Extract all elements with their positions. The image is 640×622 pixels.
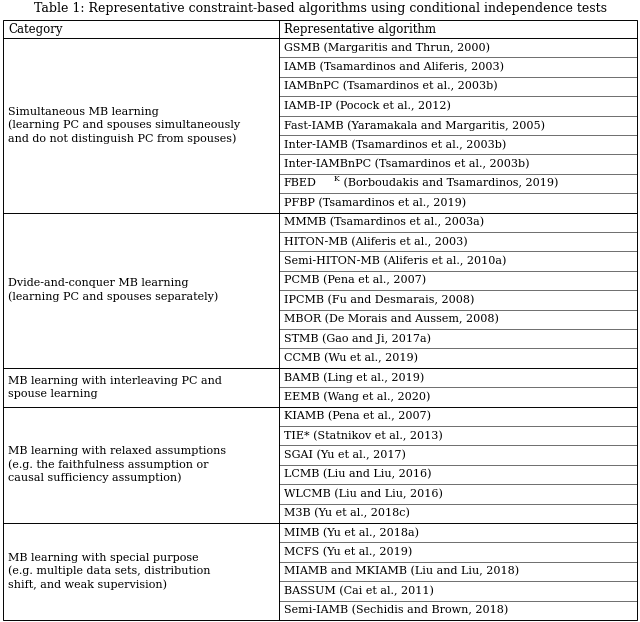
Text: TIE* (Statnikov et al., 2013): TIE* (Statnikov et al., 2013) — [284, 430, 443, 441]
Text: Semi-IAMB (Sechidis and Brown, 2018): Semi-IAMB (Sechidis and Brown, 2018) — [284, 605, 508, 616]
Text: IAMBnPC (Tsamardinos et al., 2003b): IAMBnPC (Tsamardinos et al., 2003b) — [284, 81, 497, 91]
Text: K: K — [334, 175, 340, 183]
Text: STMB (Gao and Ji, 2017a): STMB (Gao and Ji, 2017a) — [284, 333, 431, 344]
Text: IAMB-IP (Pocock et al., 2012): IAMB-IP (Pocock et al., 2012) — [284, 101, 451, 111]
Text: (Borboudakis and Tsamardinos, 2019): (Borboudakis and Tsamardinos, 2019) — [340, 179, 558, 188]
Text: KIAMB (Pena et al., 2007): KIAMB (Pena et al., 2007) — [284, 411, 431, 422]
Text: HITON-MB (Aliferis et al., 2003): HITON-MB (Aliferis et al., 2003) — [284, 236, 467, 247]
Text: Fast-IAMB (Yaramakala and Margaritis, 2005): Fast-IAMB (Yaramakala and Margaritis, 20… — [284, 120, 545, 131]
Text: MIAMB and MKIAMB (Liu and Liu, 2018): MIAMB and MKIAMB (Liu and Liu, 2018) — [284, 566, 519, 577]
Text: Semi-HITON-MB (Aliferis et al., 2010a): Semi-HITON-MB (Aliferis et al., 2010a) — [284, 256, 506, 266]
Text: MB learning with relaxed assumptions
(e.g. the faithfulness assumption or
causal: MB learning with relaxed assumptions (e.… — [8, 446, 226, 483]
Text: Dvide-and-conquer MB learning
(learning PC and spouses separately): Dvide-and-conquer MB learning (learning … — [8, 279, 218, 302]
Text: FBED: FBED — [284, 179, 317, 188]
Text: IPCMB (Fu and Desmarais, 2008): IPCMB (Fu and Desmarais, 2008) — [284, 295, 474, 305]
Text: Table 1: Representative constraint-based algorithms using conditional independen: Table 1: Representative constraint-based… — [33, 2, 607, 15]
Text: EEMB (Wang et al., 2020): EEMB (Wang et al., 2020) — [284, 392, 430, 402]
Text: Inter-IAMB (Tsamardinos et al., 2003b): Inter-IAMB (Tsamardinos et al., 2003b) — [284, 139, 506, 150]
Text: MIMB (Yu et al., 2018a): MIMB (Yu et al., 2018a) — [284, 527, 419, 538]
Text: MMMB (Tsamardinos et al., 2003a): MMMB (Tsamardinos et al., 2003a) — [284, 217, 484, 228]
Text: SGAI (Yu et al., 2017): SGAI (Yu et al., 2017) — [284, 450, 406, 460]
Text: BAMB (Ling et al., 2019): BAMB (Ling et al., 2019) — [284, 372, 424, 383]
Text: MB learning with interleaving PC and
spouse learning: MB learning with interleaving PC and spo… — [8, 376, 222, 399]
Text: Category: Category — [8, 22, 63, 35]
Text: MCFS (Yu et al., 2019): MCFS (Yu et al., 2019) — [284, 547, 412, 557]
Text: LCMB (Liu and Liu, 2016): LCMB (Liu and Liu, 2016) — [284, 470, 431, 480]
Text: MB learning with special purpose
(e.g. multiple data sets, distribution
shift, a: MB learning with special purpose (e.g. m… — [8, 553, 211, 590]
Text: M3B (Yu et al., 2018c): M3B (Yu et al., 2018c) — [284, 508, 410, 519]
Text: MBOR (De Morais and Aussem, 2008): MBOR (De Morais and Aussem, 2008) — [284, 314, 499, 325]
Text: WLCMB (Liu and Liu, 2016): WLCMB (Liu and Liu, 2016) — [284, 489, 443, 499]
Text: CCMB (Wu et al., 2019): CCMB (Wu et al., 2019) — [284, 353, 418, 363]
Text: Simultaneous MB learning
(learning PC and spouses simultaneously
and do not dist: Simultaneous MB learning (learning PC an… — [8, 107, 240, 144]
Text: IAMB (Tsamardinos and Aliferis, 2003): IAMB (Tsamardinos and Aliferis, 2003) — [284, 62, 504, 72]
Text: Inter-IAMBnPC (Tsamardinos et al., 2003b): Inter-IAMBnPC (Tsamardinos et al., 2003b… — [284, 159, 529, 169]
Text: GSMB (Margaritis and Thrun, 2000): GSMB (Margaritis and Thrun, 2000) — [284, 42, 490, 53]
Text: BASSUM (Cai et al., 2011): BASSUM (Cai et al., 2011) — [284, 586, 434, 596]
Text: Representative algorithm: Representative algorithm — [284, 22, 436, 35]
Text: PCMB (Pena et al., 2007): PCMB (Pena et al., 2007) — [284, 276, 426, 285]
Text: PFBP (Tsamardinos et al., 2019): PFBP (Tsamardinos et al., 2019) — [284, 198, 466, 208]
